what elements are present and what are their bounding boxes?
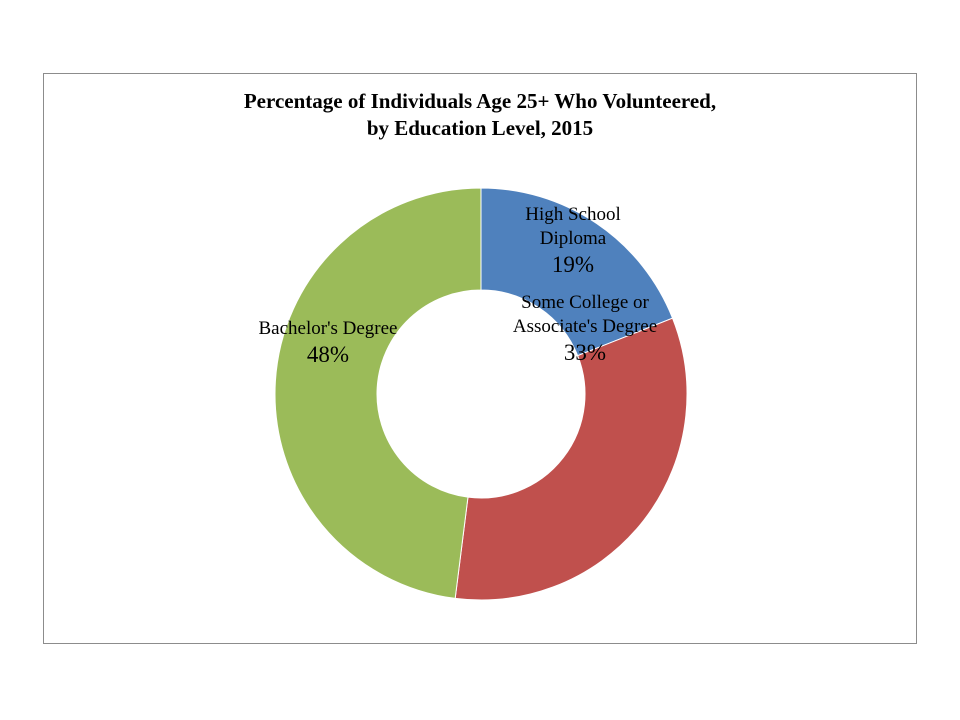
slice-label-bachelor-s-degree-line-1: Bachelor's Degree (259, 318, 398, 339)
donut-slice-some-college-or-associate-s-degree (454, 317, 688, 601)
chart-title-line-1: Percentage of Individuals Age 25+ Who Vo… (243, 89, 717, 113)
slice-label-some-college-or-associate-s-degree-line-2: Associate's Degree (513, 316, 657, 337)
chart-title-line-2: by Education Level, 2015 (366, 116, 594, 140)
slice-value-label-bachelor-s-degree: 48% (307, 342, 349, 367)
chart-frame: Percentage of Individuals Age 25+ Who Vo… (43, 73, 917, 644)
slice-label-high-school-diploma-line-1: High School (525, 204, 621, 225)
slice-label-some-college-or-associate-s-degree-line-1: Some College or (521, 292, 649, 313)
donut-slice-high-school-diploma (480, 187, 674, 357)
donut-chart: High School Diploma 19% Some College or Asso… (259, 187, 688, 601)
donut-slice-bachelor-s-degree (274, 187, 482, 599)
slice-value-label-high-school-diploma: 19% (552, 252, 594, 277)
slice-label-high-school-diploma-line-2: Diploma (540, 228, 607, 249)
slice-value-label-some-college-or-associate-s-degree: 33% (564, 340, 606, 365)
